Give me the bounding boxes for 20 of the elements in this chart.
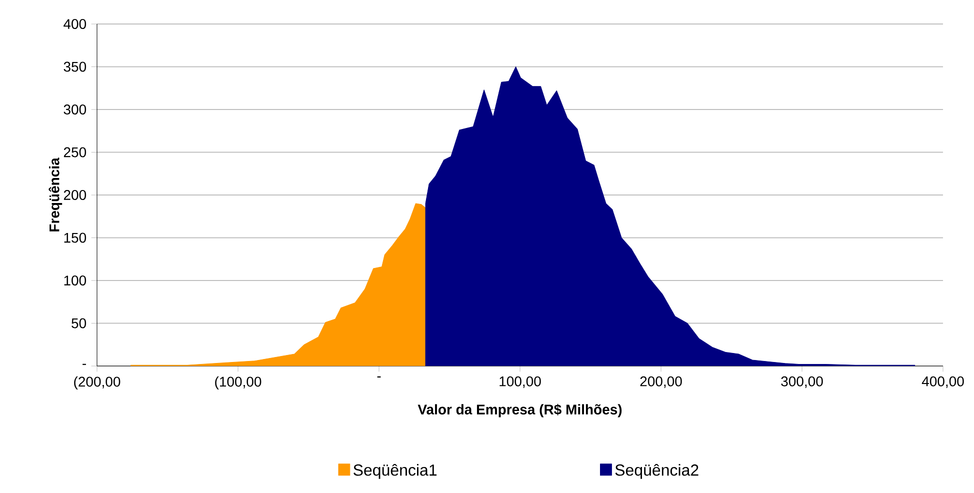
x-tick-label: (100,00	[215, 376, 262, 390]
legend-label: Seqüência2	[615, 464, 698, 479]
y-tick-label: 300	[64, 104, 86, 114]
y-tick-label: 50	[72, 318, 86, 328]
y-tick-label: 350	[64, 62, 86, 72]
y-tick-label: 200	[64, 190, 86, 200]
y-tick-label: 100	[64, 276, 86, 286]
x-tick-label: -	[377, 376, 381, 378]
x-tick-label: 400,00	[922, 376, 964, 388]
y-tick-label: 400	[64, 19, 86, 29]
x-axis-title: Valor da Empresa (R$ Milhões)	[418, 404, 622, 418]
legend-label: Seqüência1	[354, 464, 437, 479]
x-tick-label: (200,00	[74, 376, 120, 390]
x-tick-label: 300,00	[781, 376, 823, 388]
x-tick-label: 200,00	[640, 376, 682, 388]
x-tick-label: 100,00	[500, 376, 541, 388]
y-tick-label: 150	[64, 232, 86, 243]
y-tick-label: 250	[64, 147, 86, 158]
y-axis-title: Freqüência	[48, 158, 62, 232]
y-tick-label: -	[82, 364, 86, 365]
